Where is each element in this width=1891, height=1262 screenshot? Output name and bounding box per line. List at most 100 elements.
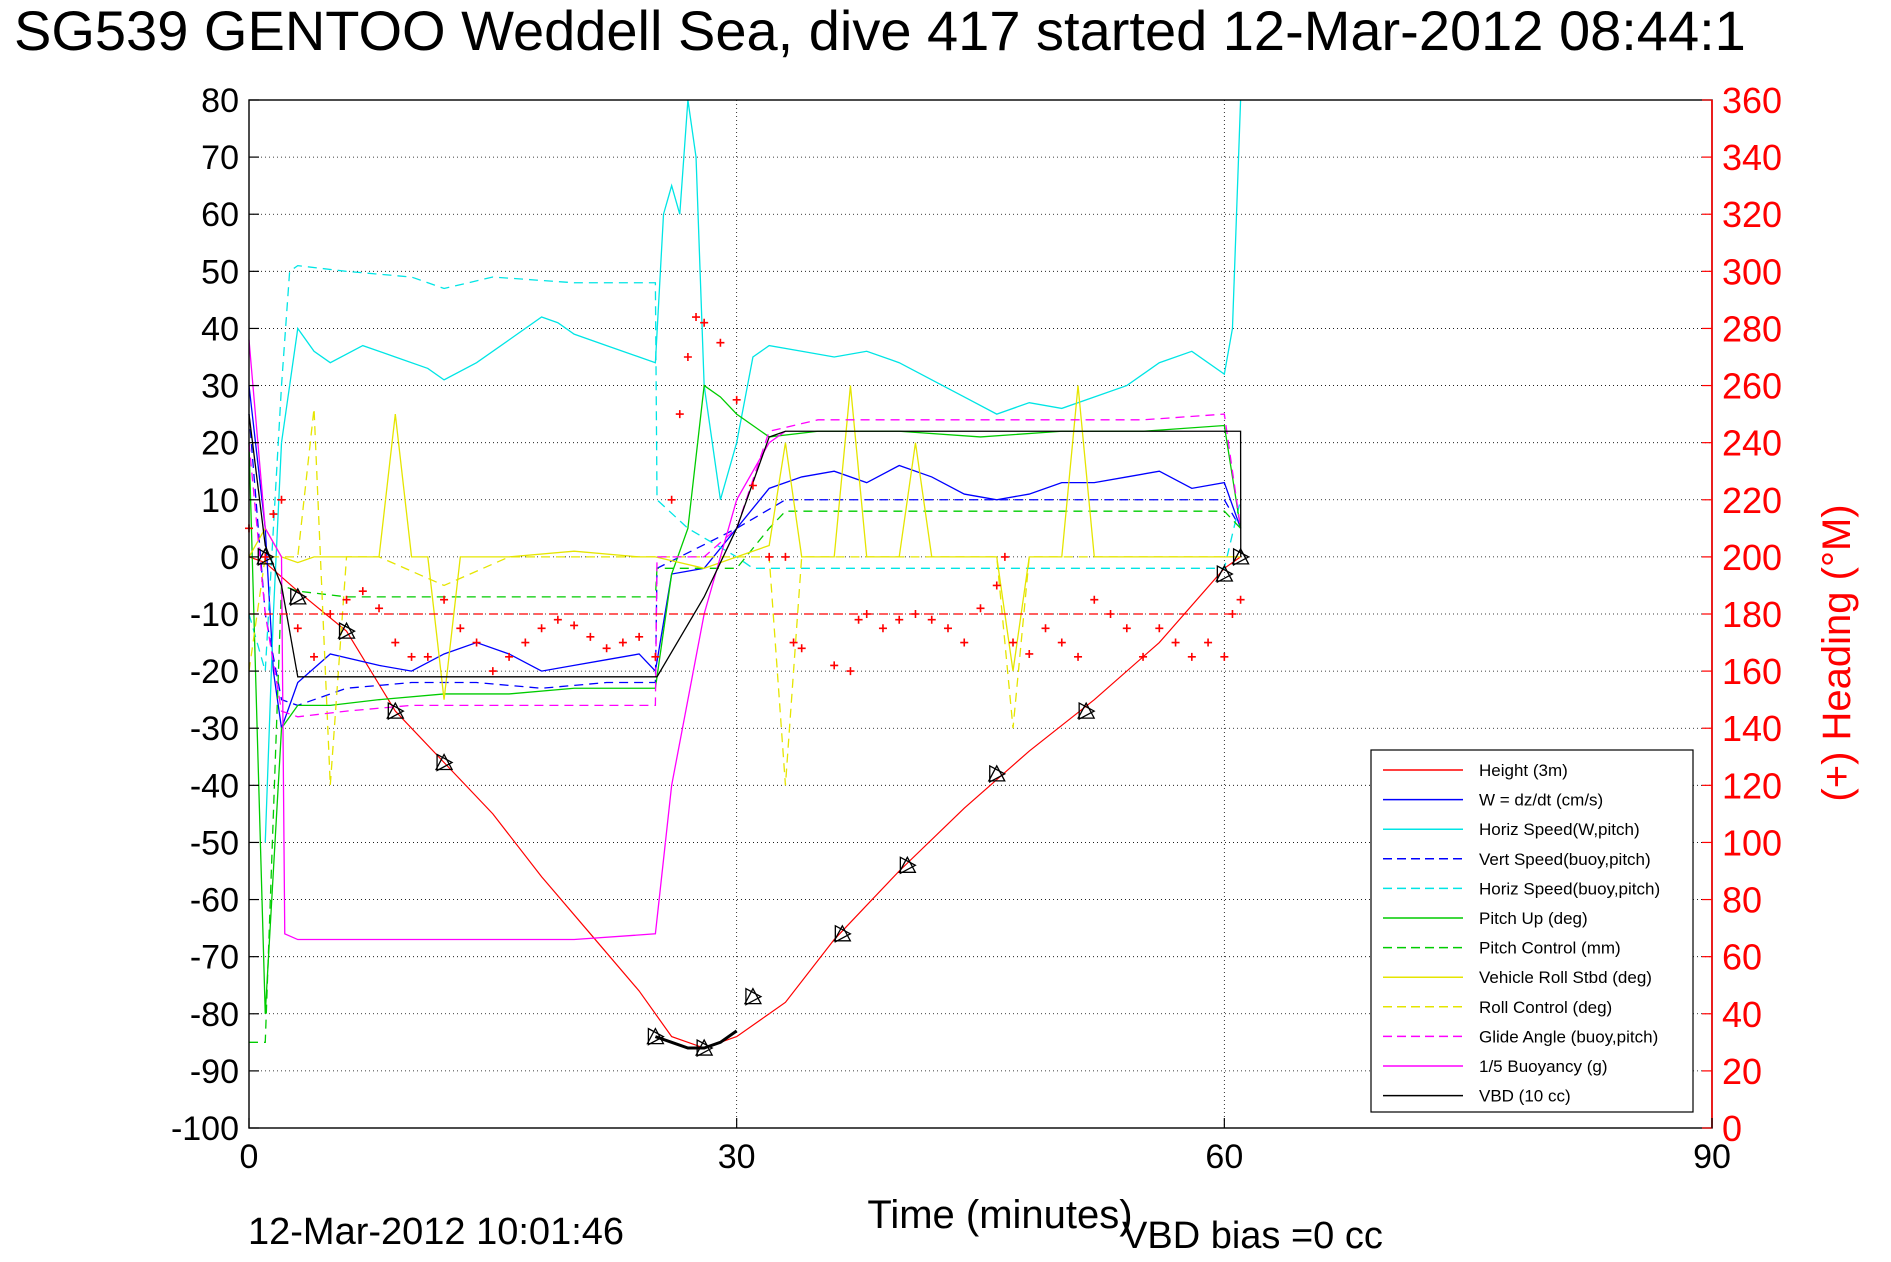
depth-marker — [647, 1027, 665, 1046]
legend-label: Horiz Speed(buoy,pitch) — [1479, 879, 1660, 898]
depth-marker — [696, 1038, 714, 1058]
heading-point — [683, 353, 692, 361]
depth-marker — [290, 587, 308, 606]
y-right-tick-label: 360 — [1722, 80, 1782, 121]
depth-marker — [436, 753, 454, 772]
heading-point — [667, 495, 676, 504]
y-tick-label: -90 — [190, 1053, 239, 1091]
y-right-tick-label: 60 — [1722, 937, 1762, 978]
y-tick-label: 80 — [201, 82, 239, 120]
series-line — [248, 414, 1242, 678]
y-tick-label: -100 — [171, 1110, 239, 1148]
y-tick-label: -80 — [190, 996, 239, 1034]
heading-point — [943, 624, 952, 633]
depth-marker — [834, 924, 852, 943]
y-right-tick-label: 40 — [1722, 994, 1762, 1035]
timestamp-footer: 12-Mar-2012 10:01:46 — [248, 1211, 624, 1253]
heading-point — [635, 632, 644, 641]
legend-label: Glide Angle (buoy,pitch) — [1479, 1027, 1658, 1046]
depth-marker — [1077, 701, 1096, 719]
heading-point — [675, 410, 684, 419]
heading-point — [1139, 652, 1148, 661]
heading-point — [1074, 652, 1083, 661]
series-line — [248, 413, 1242, 718]
x-tick-label: 60 — [1205, 1138, 1243, 1176]
depth-marker — [1216, 564, 1234, 584]
y-tick-label: 30 — [201, 368, 239, 406]
y-tick-label: -70 — [190, 939, 239, 977]
heading-point — [488, 667, 497, 676]
y-tick-label: -20 — [190, 653, 239, 691]
heading-point — [570, 621, 579, 630]
heading-point — [797, 644, 806, 653]
heading-point — [846, 667, 855, 676]
legend-box — [1370, 749, 1694, 1113]
y-tick-label: 50 — [201, 253, 239, 291]
y-right-tick-label: 140 — [1722, 708, 1782, 749]
heading-point — [618, 638, 627, 647]
heading-point — [960, 638, 969, 647]
legend-label: Pitch Up (deg) — [1479, 909, 1588, 928]
heading-point — [407, 652, 416, 661]
heading-point — [1122, 624, 1131, 633]
y-right-tick-label: 160 — [1722, 651, 1782, 692]
x-axis-label: Time (minutes) — [867, 1193, 1132, 1237]
legend-label: Pitch Control (mm) — [1479, 939, 1621, 958]
heading-point — [1220, 652, 1229, 661]
y-tick-label: -30 — [190, 710, 239, 748]
legend: Height (3m) W = dz/dt (cm/s) Horiz Speed(W… — [1370, 749, 1694, 1113]
series-line — [248, 384, 1242, 1014]
heading-point — [472, 638, 481, 647]
y-tick-label: 0 — [220, 539, 239, 577]
heading-point — [1236, 595, 1245, 604]
heading-point — [1000, 552, 1009, 561]
heading-point — [651, 652, 660, 661]
heading-point — [748, 481, 757, 490]
heading-point — [293, 624, 302, 633]
heading-point — [1090, 595, 1099, 604]
y-tick-label: -60 — [190, 882, 239, 920]
y-right-tick-label: 240 — [1722, 423, 1782, 464]
heading-point — [700, 318, 709, 327]
heading-point — [261, 552, 270, 561]
depth-marker — [695, 1038, 714, 1056]
heading-point — [692, 313, 701, 322]
depth-marker — [833, 924, 852, 942]
y-tick-label: 20 — [201, 425, 239, 463]
series-layer — [245, 99, 1245, 1049]
heading-point — [537, 624, 546, 633]
heading-point — [423, 652, 432, 661]
depth-marker — [256, 547, 275, 565]
heading-point — [781, 552, 790, 561]
x-tick-label: 30 — [718, 1138, 756, 1176]
legend-label: Horiz Speed(W,pitch) — [1479, 820, 1640, 839]
heading-point — [1009, 638, 1018, 647]
heading-point — [391, 638, 400, 647]
y-tick-label: 40 — [201, 310, 239, 348]
heading-point — [789, 638, 798, 647]
depth-marker — [1078, 702, 1096, 721]
y-right-tick-label: 180 — [1722, 594, 1782, 635]
bottom-segment — [654, 1029, 738, 1050]
heading-point — [269, 510, 278, 519]
y-tick-label: -50 — [190, 824, 239, 862]
heading-point — [375, 604, 384, 613]
legend-label: Vert Speed(buoy,pitch) — [1479, 850, 1651, 869]
heading-point — [277, 495, 286, 504]
heading-point — [586, 632, 595, 641]
y-right-tick-label: 220 — [1722, 480, 1782, 521]
depth-marker — [989, 764, 1007, 783]
y-right-tick-label: 260 — [1722, 366, 1782, 407]
heading-point — [830, 661, 839, 670]
depth-marker — [386, 701, 405, 719]
heading-point — [765, 552, 774, 561]
depth-marker — [337, 621, 356, 639]
y-tick-label: -10 — [190, 596, 239, 634]
depth-marker — [338, 622, 356, 641]
y-right-tick-label: 100 — [1722, 822, 1782, 863]
heading-point — [440, 595, 449, 604]
axis-ticks: 80706050403020100-10-20-30-40-50-60-70-8… — [171, 80, 1782, 1176]
heading-point — [895, 615, 904, 624]
depth-marker — [1231, 547, 1250, 565]
heading-point — [505, 652, 514, 661]
